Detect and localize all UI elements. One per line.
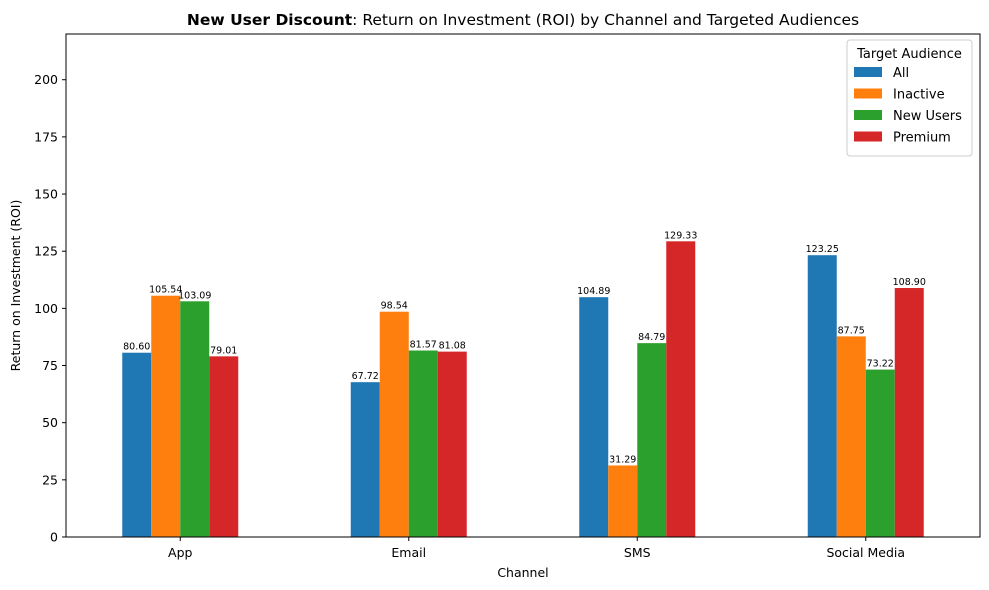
bar-all bbox=[807, 255, 837, 537]
bar-premium bbox=[437, 351, 467, 537]
bar-premium bbox=[666, 241, 696, 537]
legend-entry: Premium bbox=[893, 131, 951, 146]
chart-title-bold: New User Discount bbox=[187, 11, 353, 29]
data-label: 79.01 bbox=[210, 345, 237, 356]
legend-title: Target Audience bbox=[856, 47, 962, 62]
x-tick-label: App bbox=[168, 545, 192, 560]
legend-entry: Inactive bbox=[893, 88, 945, 103]
bar-new-users bbox=[180, 301, 210, 537]
bar-inactive bbox=[151, 295, 181, 537]
data-label: 105.54 bbox=[149, 285, 182, 296]
legend-swatch bbox=[854, 88, 882, 99]
data-label: 80.60 bbox=[123, 342, 150, 353]
legend: Target Audience All Inactive New Users Prem… bbox=[846, 39, 973, 157]
legend-swatch bbox=[854, 67, 882, 77]
data-label: 104.89 bbox=[577, 286, 610, 297]
bar-new-users bbox=[637, 343, 667, 537]
bar-inactive bbox=[608, 465, 638, 537]
data-label: 98.54 bbox=[381, 301, 408, 312]
y-tick-label: 50 bbox=[42, 415, 58, 430]
plot-area: 80.60 67.72 104.89 123.25 105.54 98.54 31.29 87… bbox=[122, 230, 926, 537]
data-label: 81.08 bbox=[439, 341, 466, 352]
x-tick-label: SMS bbox=[624, 545, 651, 560]
y-tick-label: 175 bbox=[34, 129, 58, 144]
data-label: 129.33 bbox=[664, 230, 697, 241]
y-tick-label: 125 bbox=[34, 244, 58, 259]
data-label: 81.57 bbox=[410, 340, 437, 351]
y-tick-label: 25 bbox=[42, 472, 58, 487]
y-tick-label: 200 bbox=[34, 72, 58, 87]
legend-entry: All bbox=[893, 66, 909, 81]
data-label: 103.09 bbox=[178, 290, 211, 301]
plot-frame bbox=[65, 33, 981, 538]
bar-new-users bbox=[865, 369, 895, 537]
legend-swatch bbox=[854, 110, 882, 120]
bar-inactive bbox=[379, 311, 409, 537]
data-label: 31.29 bbox=[609, 454, 636, 465]
x-tick-label: Email bbox=[391, 545, 426, 560]
bar-premium bbox=[209, 356, 239, 537]
legend-entry: New Users bbox=[893, 109, 962, 124]
chart-title-rest: : Return on Investment (ROI) by Channel … bbox=[352, 11, 859, 29]
y-axis-label: Return on Investment (ROI) bbox=[8, 200, 23, 372]
data-label: 67.72 bbox=[352, 371, 379, 382]
y-tick-label: 75 bbox=[42, 358, 58, 373]
data-label: 87.75 bbox=[838, 325, 865, 336]
y-tick-label: 150 bbox=[34, 187, 58, 202]
y-tick-label: 0 bbox=[50, 530, 58, 545]
bar-all bbox=[122, 352, 152, 537]
data-label: 73.22 bbox=[867, 359, 894, 370]
chart-title: New User Discount: Return on Investment … bbox=[187, 11, 859, 29]
bar-premium bbox=[894, 288, 924, 537]
bar-new-users bbox=[408, 350, 438, 537]
bar-inactive bbox=[836, 336, 866, 537]
x-axis-label: Channel bbox=[497, 565, 548, 580]
y-tick-label: 100 bbox=[34, 301, 58, 316]
data-label: 123.25 bbox=[806, 244, 839, 255]
bar-all bbox=[350, 382, 380, 537]
legend-swatch bbox=[854, 131, 882, 142]
x-tick-label: Social Media bbox=[826, 545, 905, 560]
data-label: 108.90 bbox=[893, 277, 926, 288]
legend-items: All Inactive New Users Premium bbox=[854, 66, 962, 146]
bar-all bbox=[579, 297, 609, 537]
data-label: 84.79 bbox=[638, 332, 665, 343]
